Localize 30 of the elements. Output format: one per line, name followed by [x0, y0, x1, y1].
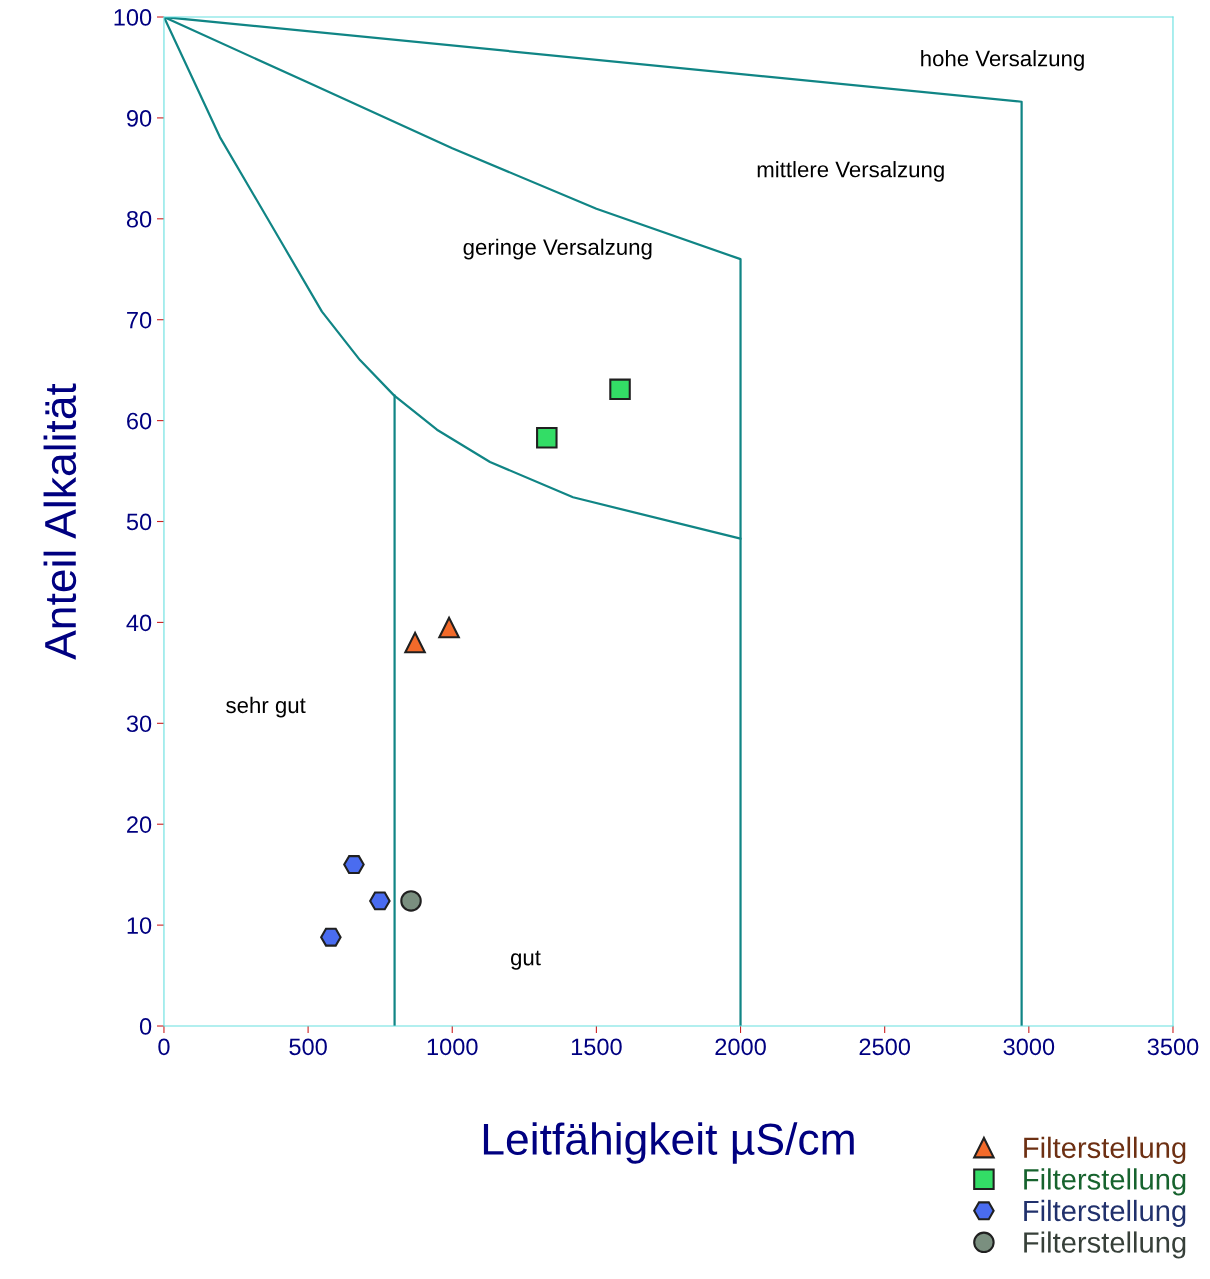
y-tick-label: 100: [114, 9, 152, 26]
x-tick-label: 2000: [715, 1038, 766, 1056]
x-tick-label: 1000: [427, 1038, 478, 1056]
annotation: gut: [510, 950, 541, 970]
legend-label: Filterstellung: [1024, 1136, 1186, 1164]
x-tick-label: 2500: [859, 1038, 911, 1056]
y-tick-label: 60: [127, 412, 152, 430]
x-tick-label: 500: [289, 1038, 327, 1056]
y-tick-label: 50: [126, 513, 152, 531]
y-tick-label: 90: [127, 109, 152, 127]
y-tick-label: 30: [126, 715, 152, 733]
annotation: geringe Versalzung: [463, 238, 652, 260]
x-tick-label: 3500: [1147, 1038, 1199, 1056]
y-tick-label: 80: [126, 210, 152, 228]
y-tick-label: 10: [127, 917, 152, 934]
y-axis-title: Anteil Alkalität: [43, 383, 77, 660]
x-tick-label: 1500: [571, 1038, 622, 1056]
x-tick-label: 3000: [1003, 1038, 1055, 1056]
y-tick-label: 0: [139, 1018, 152, 1035]
annotation: mittlere Versalzung: [757, 161, 944, 182]
legend-label: Filterstellung: [1024, 1168, 1186, 1196]
y-tick-label: 70: [127, 311, 152, 329]
legend-label: Filterstellung: [1024, 1199, 1186, 1228]
annotation: sehr gut: [226, 696, 306, 718]
y-tick-label: 20: [127, 816, 152, 833]
x-axis-title: Leitfähigkeit µS/cm: [483, 1122, 854, 1164]
legend-label: Filterstellung: [1024, 1231, 1186, 1259]
x-tick-label: 0: [158, 1038, 170, 1056]
annotation: hohe Versalzung: [921, 50, 1084, 71]
y-tick-label: 40: [126, 614, 152, 632]
